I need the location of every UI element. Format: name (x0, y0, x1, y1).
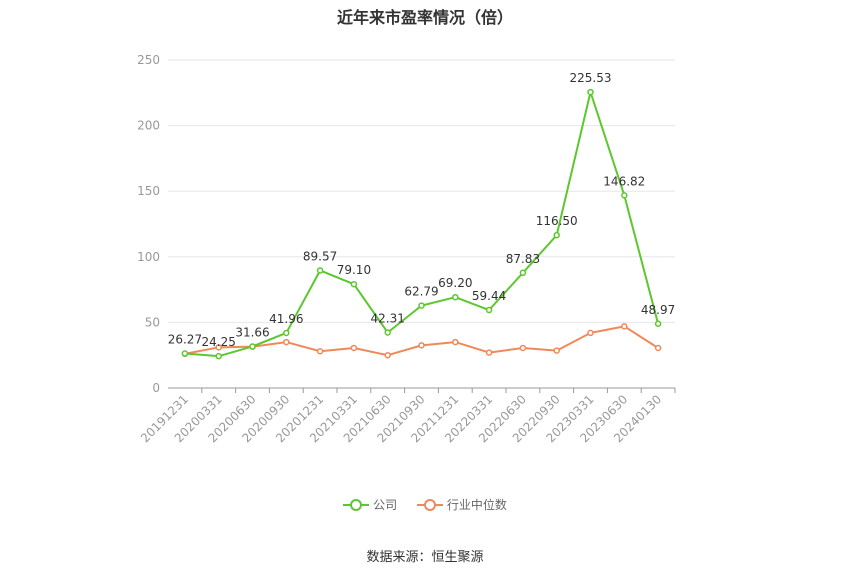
data-point-industry (485, 349, 493, 356)
series-line-company (184, 91, 660, 358)
data-source: 数据来源：恒生聚源 (366, 550, 484, 565)
data-point-company (452, 293, 459, 301)
axes: 0501001502002502019123120200331202006302… (137, 53, 676, 445)
data-label-company: 89.57 (303, 249, 337, 263)
data-point-industry (350, 344, 358, 352)
data-label-company: 225.53 (570, 71, 612, 85)
data-point-company (316, 267, 324, 274)
data-label-company: 146.82 (603, 174, 645, 188)
y-tick-label: 50 (145, 315, 160, 329)
data-point-industry (654, 344, 662, 352)
data-point-company (485, 306, 493, 314)
grid-lines (168, 59, 675, 323)
data-label-company: 62.79 (404, 285, 438, 299)
data-label-company: 79.10 (337, 263, 371, 277)
data-point-industry (316, 348, 324, 355)
data-point-industry (621, 323, 628, 330)
data-point-industry (587, 329, 594, 337)
data-point-company (215, 352, 222, 360)
data-label-company: 69.20 (438, 276, 472, 290)
legend-company-icon (343, 498, 370, 511)
legend-item-company[interactable]: 公司 (343, 496, 397, 513)
data-point-industry (215, 344, 222, 351)
y-tick-label: 100 (137, 250, 160, 264)
y-tick-label: 0 (152, 381, 160, 395)
data-point-company (384, 329, 391, 336)
y-tick-label: 200 (137, 119, 160, 133)
data-point-industry (519, 344, 527, 352)
data-point-company (283, 329, 290, 337)
data-label-company: 26.27 (168, 333, 202, 347)
legend-item-industry-median[interactable]: 行业中位数 (416, 496, 507, 513)
data-point-company (519, 269, 527, 277)
data-point-industry (283, 338, 290, 346)
data-point-industry (384, 351, 391, 359)
data-label-company: 87.83 (506, 252, 540, 266)
data-label-company: 59.44 (472, 289, 506, 303)
legend-company-label: 公司 (373, 498, 398, 512)
series-lines (181, 88, 662, 360)
data-point-company (587, 88, 594, 96)
y-tick-label: 150 (137, 184, 160, 198)
data-point-company (181, 350, 189, 357)
data-point-company (350, 280, 358, 288)
legend: 公司 行业中位数 (0, 496, 850, 515)
data-point-company (621, 192, 628, 199)
y-tick-label: 250 (137, 53, 160, 67)
legend-industry-icon (416, 498, 443, 511)
data-label-company: 48.97 (641, 303, 675, 317)
data-point-company (553, 231, 560, 239)
data-point-industry (553, 347, 560, 354)
data-point-industry (418, 342, 425, 349)
data-point-company (654, 320, 662, 328)
data-point-company (418, 302, 425, 309)
legend-industry-label: 行业中位数 (446, 498, 507, 512)
data-label-company: 31.66 (235, 325, 269, 339)
data-point-industry (452, 338, 459, 346)
data-label-company: 42.31 (371, 311, 405, 325)
data-point-company (249, 343, 256, 350)
data-label-company: 24.25 (202, 335, 236, 349)
data-label-company: 41.96 (269, 312, 303, 326)
chart-title: 近年来市盈率情况（倍） (336, 8, 513, 27)
data-label-company: 116.50 (536, 214, 578, 228)
